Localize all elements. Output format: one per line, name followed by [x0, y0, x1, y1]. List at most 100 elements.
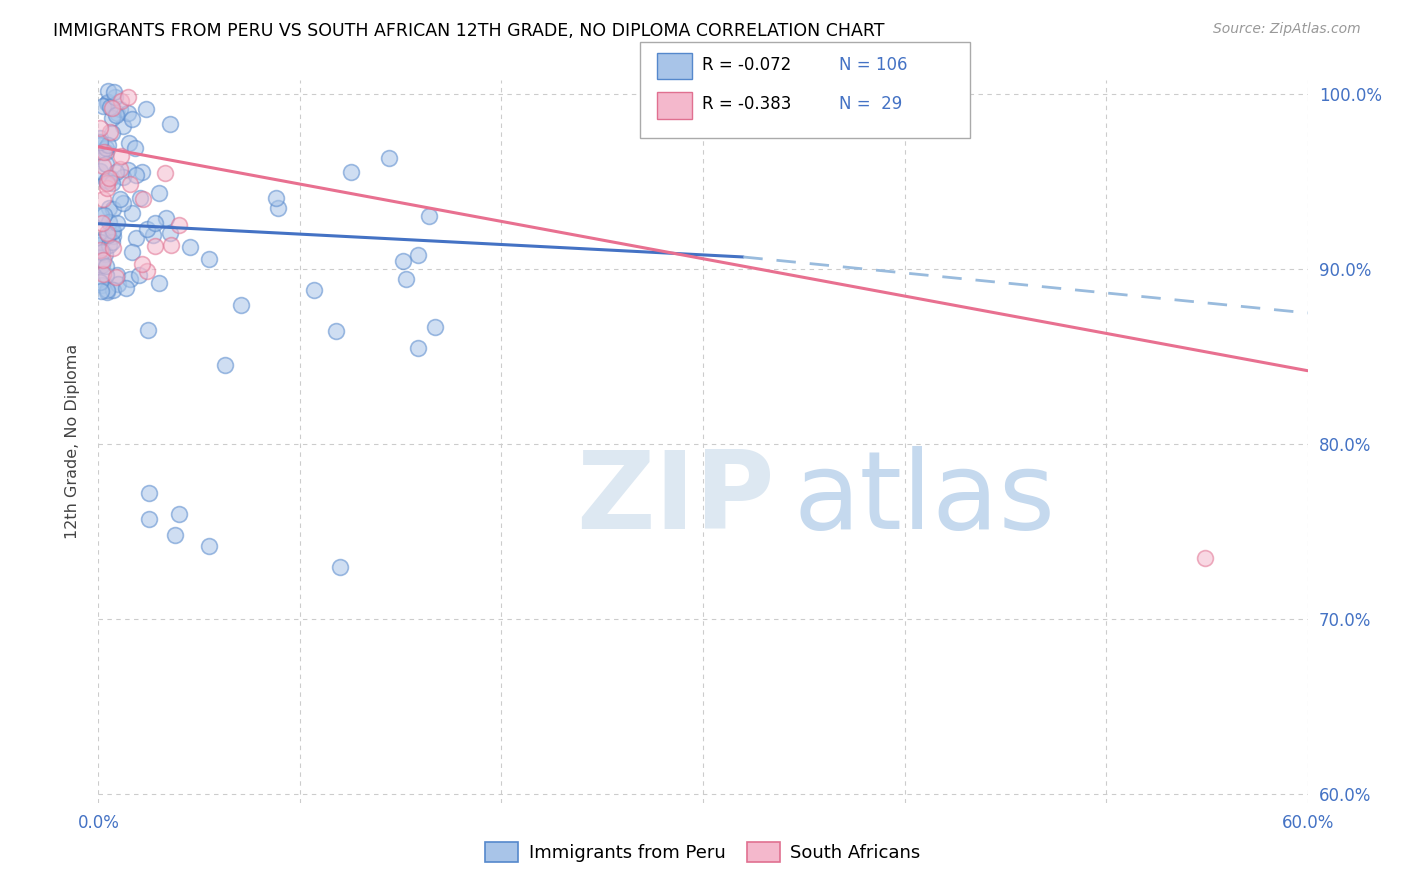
- Point: [98, 201, 121, 215]
- Point: [90, 235, 112, 250]
- Point: [101, 202, 124, 216]
- Point: [329, 559, 352, 574]
- Point: [101, 111, 124, 125]
- Point: [112, 195, 135, 210]
- Point: [89, 235, 111, 250]
- Point: [118, 272, 141, 286]
- Point: [91, 99, 114, 113]
- Point: [121, 205, 143, 219]
- Point: [159, 117, 181, 131]
- Point: [89, 244, 111, 258]
- Point: [96, 260, 118, 274]
- Point: [391, 253, 413, 268]
- Point: [132, 192, 155, 206]
- Point: [112, 120, 135, 134]
- Point: [96, 283, 118, 297]
- Point: [100, 225, 122, 239]
- Point: [101, 229, 124, 244]
- Point: [148, 186, 170, 201]
- Point: [96, 172, 118, 186]
- Point: [100, 127, 122, 141]
- Point: [94, 268, 117, 283]
- Legend: Immigrants from Peru, South Africans: Immigrants from Peru, South Africans: [485, 841, 921, 863]
- Text: IMMIGRANTS FROM PERU VS SOUTH AFRICAN 12TH GRADE, NO DIPLOMA CORRELATION CHART: IMMIGRANTS FROM PERU VS SOUTH AFRICAN 12…: [53, 22, 884, 40]
- Point: [378, 151, 401, 165]
- Point: [98, 125, 121, 139]
- Point: [89, 130, 111, 145]
- Point: [91, 245, 114, 260]
- Point: [91, 232, 114, 246]
- Point: [148, 277, 170, 291]
- Point: [90, 284, 112, 298]
- Point: [325, 324, 347, 338]
- Point: [100, 171, 122, 186]
- Point: [117, 106, 139, 120]
- Point: [101, 241, 124, 255]
- Point: [167, 218, 190, 232]
- Point: [136, 263, 159, 277]
- Point: [112, 170, 135, 185]
- Point: [167, 507, 190, 521]
- Point: [90, 258, 112, 272]
- Point: [94, 145, 117, 159]
- Point: [136, 222, 159, 236]
- Point: [94, 247, 117, 261]
- Point: [96, 173, 118, 187]
- Point: [89, 237, 111, 252]
- Point: [121, 244, 143, 259]
- Point: [98, 171, 121, 186]
- Text: R = -0.383: R = -0.383: [702, 95, 792, 113]
- Point: [163, 528, 186, 542]
- Point: [104, 90, 127, 104]
- Point: [121, 112, 143, 126]
- Point: [89, 163, 111, 178]
- Point: [229, 298, 252, 312]
- Point: [198, 252, 221, 267]
- Point: [110, 94, 132, 108]
- Point: [1194, 550, 1216, 565]
- Point: [118, 136, 141, 150]
- Point: [101, 224, 124, 238]
- Point: [89, 120, 111, 135]
- Point: [97, 95, 120, 110]
- Point: [97, 84, 120, 98]
- Point: [97, 227, 120, 242]
- Point: [96, 176, 118, 190]
- Point: [105, 105, 128, 120]
- Point: [89, 135, 111, 149]
- Point: [155, 211, 177, 225]
- Point: [108, 192, 131, 206]
- Point: [91, 159, 114, 173]
- Point: [108, 103, 131, 117]
- Point: [128, 268, 150, 282]
- Point: [138, 486, 160, 500]
- Point: [340, 165, 363, 179]
- Point: [135, 102, 157, 116]
- Point: [131, 257, 153, 271]
- Point: [159, 226, 181, 240]
- Point: [142, 228, 165, 243]
- Text: N = 106: N = 106: [839, 56, 908, 74]
- Point: [131, 165, 153, 179]
- Point: [101, 283, 124, 297]
- Point: [143, 239, 166, 253]
- Point: [395, 272, 418, 286]
- Text: R = -0.072: R = -0.072: [702, 56, 790, 74]
- Point: [153, 166, 176, 180]
- Point: [94, 157, 117, 171]
- Point: [264, 190, 287, 204]
- Point: [160, 237, 183, 252]
- Point: [302, 283, 325, 297]
- Point: [107, 277, 129, 291]
- Point: [97, 215, 120, 229]
- Point: [406, 342, 429, 356]
- Point: [91, 255, 114, 269]
- Point: [98, 237, 121, 252]
- Point: [129, 191, 152, 205]
- Point: [97, 138, 120, 153]
- Point: [120, 178, 142, 192]
- Point: [115, 281, 138, 295]
- Point: [143, 216, 166, 230]
- Point: [98, 100, 121, 114]
- Point: [110, 162, 132, 177]
